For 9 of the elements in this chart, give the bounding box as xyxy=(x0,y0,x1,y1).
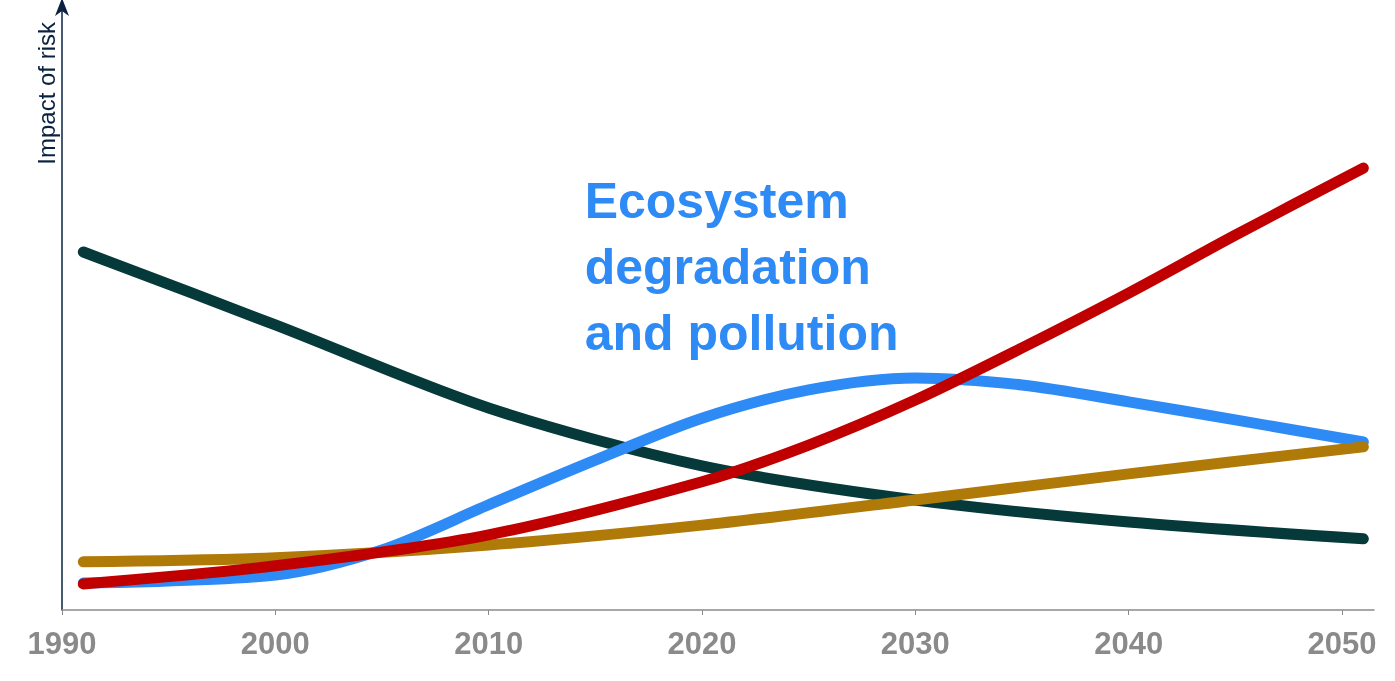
x-tick-label: 2020 xyxy=(667,626,737,661)
x-tick-label: 2030 xyxy=(880,626,950,661)
series-label: Ecosystem degradation and pollution xyxy=(584,173,899,361)
y-axis-title: Impact of risk xyxy=(32,21,60,165)
x-tick-label: 2040 xyxy=(1094,626,1164,661)
x-tick-label: 2010 xyxy=(454,626,524,661)
x-tick-label: 1990 xyxy=(27,626,97,661)
x-tick-label: 2000 xyxy=(240,626,310,661)
x-tick-label: 2050 xyxy=(1307,626,1377,661)
